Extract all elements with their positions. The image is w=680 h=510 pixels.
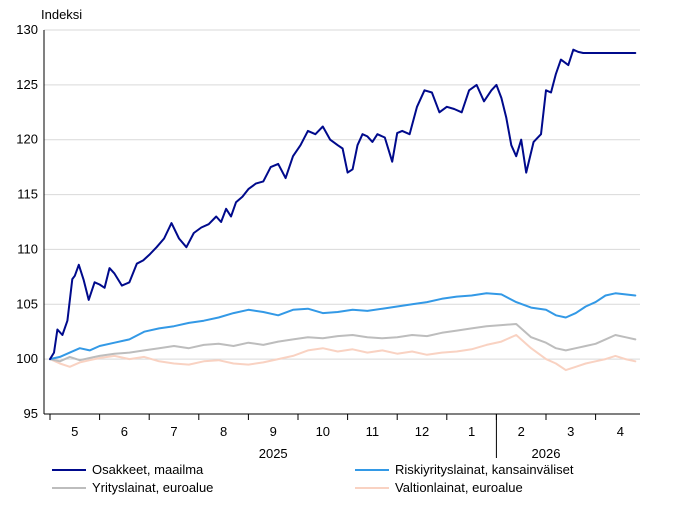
year-label-2025: 2025 [259,446,288,461]
legend-label-yrityslainat: Yrityslainat, euroalue [92,480,214,495]
legend-swatch-riskiyrityslainat [355,468,389,471]
y-tick-labels: 95 100 105 110 115 120 125 130 [16,22,38,421]
x-tick-label-8: 8 [220,424,227,439]
legend-item-yrityslainat: Yrityslainat, euroalue [52,480,213,495]
y-tick-label-105: 105 [16,296,38,311]
x-tick-label-5: 5 [71,424,78,439]
x-tick-label-10: 10 [316,424,330,439]
gridlines [44,29,640,360]
legend-swatch-osakkeet [52,468,86,471]
legend-swatch-yrityslainat [52,486,86,489]
legend-label-valtionlainat: Valtionlainat, euroalue [395,480,523,495]
x-tick-label-4: 4 [617,424,624,439]
y-axis-title: Indeksi [41,7,82,22]
legend-label-riskiyrityslainat: Riskiyrityslainat, kansainväliset [395,462,574,477]
series-line-2 [49,323,637,363]
series-line-1 [49,292,637,361]
x-tick-label-9: 9 [270,424,277,439]
legend-item-valtionlainat: Valtionlainat, euroalue [355,480,523,495]
x-tick-label-11: 11 [366,424,380,439]
x-tick-label-1: 1 [468,424,475,439]
legend-label-osakkeet: Osakkeet, maailma [92,462,204,477]
year-label-2026: 2026 [532,446,561,461]
series-line-0 [49,48,637,361]
x-tick-label-3: 3 [567,424,574,439]
series-line-3 [49,334,637,372]
y-tick-label-110: 110 [17,241,38,256]
legend-item-osakkeet: Osakkeet, maailma [52,462,203,477]
x-tick-label-7: 7 [170,424,177,439]
y-tick-label-100: 100 [16,351,38,366]
y-tick-label-95: 95 [24,406,38,421]
y-tick-label-130: 130 [16,22,38,37]
axes [43,30,640,458]
legend-item-riskiyrityslainat: Riskiyrityslainat, kansainväliset [355,462,573,477]
y-tick-label-125: 125 [16,77,38,92]
x-tick-label-12: 12 [415,424,429,439]
legend-swatch-valtionlainat [355,486,389,489]
y-tick-label-120: 120 [16,132,38,147]
y-tick-label-115: 115 [17,187,38,202]
series-lines [49,48,637,372]
x-tick-label-6: 6 [121,424,128,439]
x-tick-label-2: 2 [518,424,525,439]
